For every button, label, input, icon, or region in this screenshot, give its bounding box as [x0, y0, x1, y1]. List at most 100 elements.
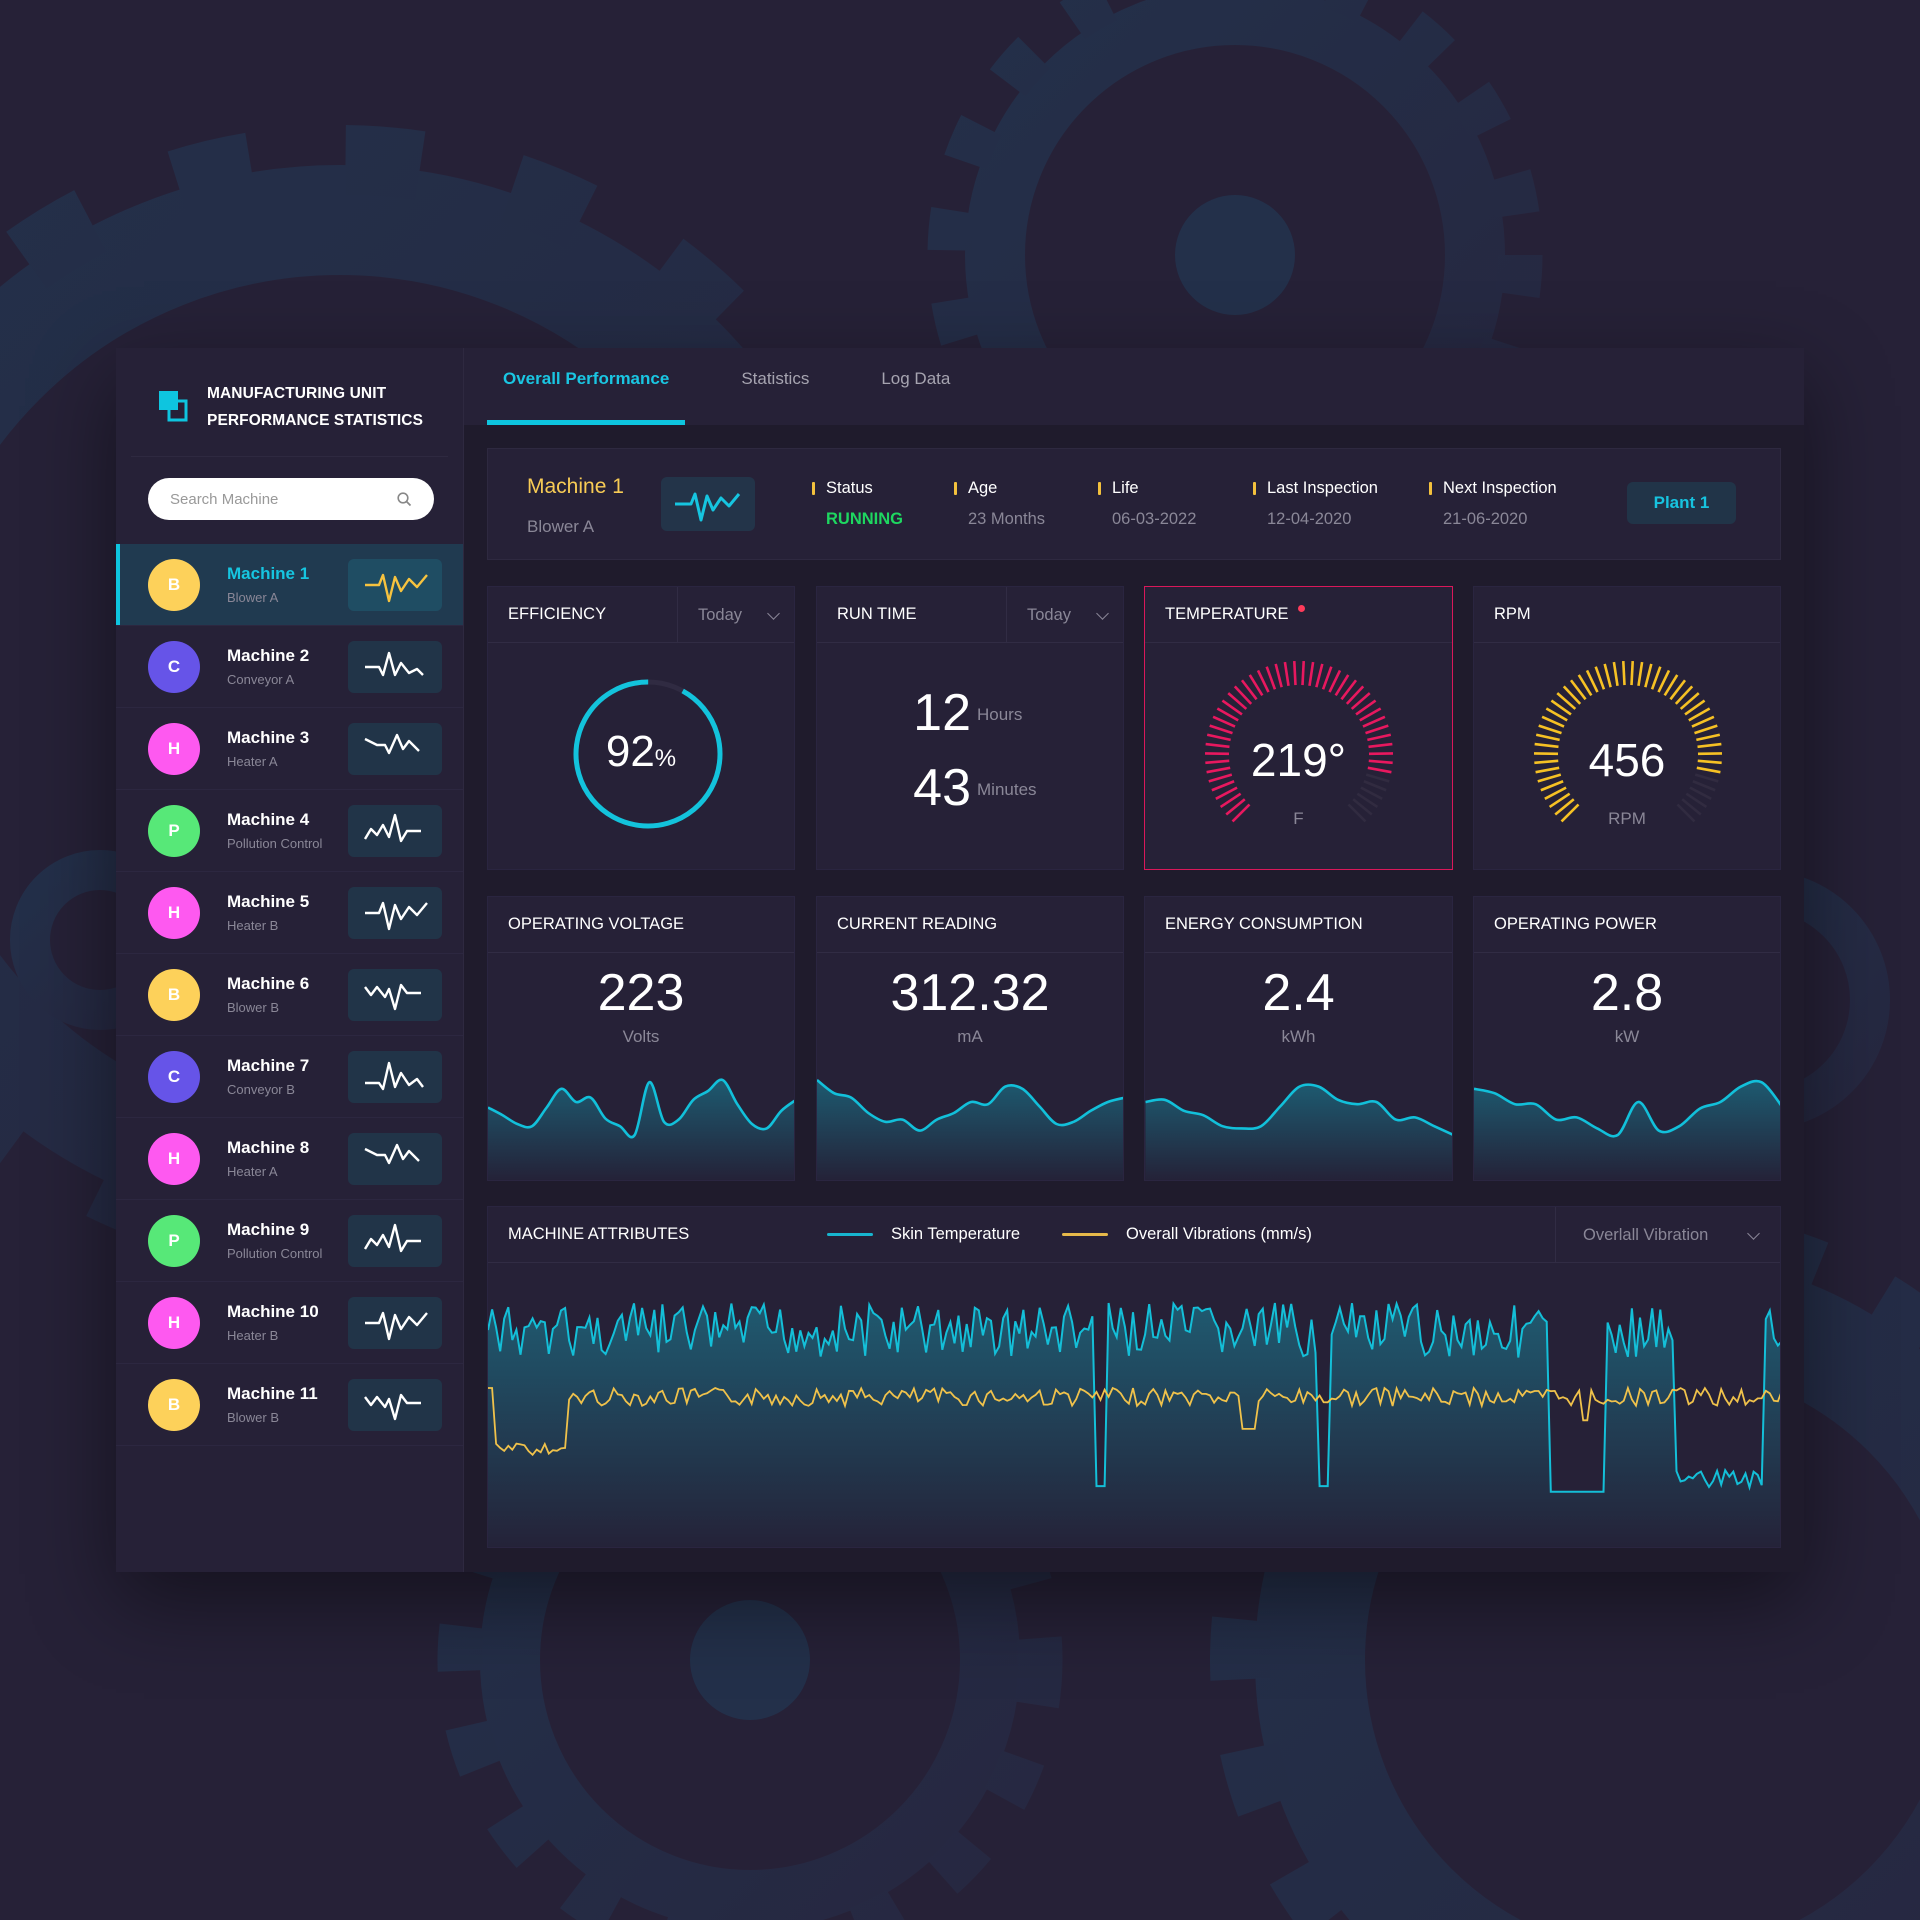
pulse-icon: [365, 651, 424, 676]
machine-list-item[interactable]: B Machine 11 Blower B: [116, 1364, 463, 1446]
app-title-line1: MANUFACTURING UNIT: [207, 385, 387, 402]
machine-name: Machine 3: [227, 728, 310, 747]
efficiency-value: 92%: [605, 727, 677, 776]
temperature-unit: F: [1293, 809, 1304, 828]
machine-pulse-badge: [348, 968, 442, 1021]
life-label: Life: [1098, 479, 1196, 498]
age-label: Age: [954, 479, 1045, 498]
machine-name: Machine 5: [227, 892, 310, 911]
search-icon[interactable]: [397, 491, 412, 507]
temperature-card: TEMPERATURE 219° F: [1144, 586, 1453, 870]
machine-type: Heater B: [227, 918, 279, 933]
attribute-selector-dropdown[interactable]: Overlall Vibration: [1555, 1207, 1780, 1263]
machine-attributes-card: MACHINE ATTRIBUTES Skin Temperature Over…: [487, 1206, 1781, 1548]
machine-type: Heater A: [227, 754, 278, 769]
machine-type: Conveyor A: [227, 672, 295, 687]
efficiency-period-dropdown[interactable]: Today: [677, 587, 794, 643]
machine-type: Pollution Control: [227, 836, 323, 851]
plant-button[interactable]: Plant 1: [1627, 482, 1736, 524]
last-inspection-label: Last Inspection: [1253, 479, 1378, 498]
machine-text: Machine 9 Pollution Control: [227, 1220, 322, 1261]
pulse-icon: [364, 733, 420, 754]
efficiency-ring: [573, 679, 723, 829]
pulse-icon: [363, 813, 421, 842]
current-card: CURRENT READING 312.32 mA: [816, 896, 1124, 1181]
pulse-icon: [364, 983, 421, 1010]
status-field: Status RUNNING: [812, 479, 903, 529]
machine-list-item[interactable]: H Machine 8 Heater A: [116, 1118, 463, 1200]
tab-overall-performance[interactable]: Overall Performance: [487, 348, 686, 425]
search-input[interactable]: [170, 490, 397, 508]
machine-pulse-badge: [348, 1050, 442, 1103]
logo-icon: [159, 391, 188, 422]
avatar: C: [148, 640, 200, 693]
chevron-down-icon: [767, 606, 780, 620]
current-unit: mA: [957, 1027, 983, 1046]
avatar: B: [148, 968, 200, 1021]
search-box[interactable]: [148, 478, 434, 520]
power-sparkline: [1474, 1079, 1780, 1180]
avatar: B: [148, 558, 200, 611]
efficiency-title: EFFICIENCY: [508, 605, 607, 623]
machine-pulse-badge: [348, 1296, 442, 1349]
rpm-unit: RPM: [1608, 809, 1646, 828]
tab-log-data[interactable]: Log Data: [881, 369, 951, 388]
machine-text: Machine 10 Heater B: [227, 1302, 319, 1343]
machine-text: Machine 2 Conveyor A: [227, 646, 309, 687]
machine-name: Machine 7: [227, 1056, 310, 1075]
machine-name: Machine 11: [227, 1384, 318, 1403]
machine-name: Machine 6: [227, 974, 310, 993]
avatar: C: [148, 1050, 200, 1103]
machine-list-item[interactable]: C Machine 2 Conveyor A: [116, 626, 463, 708]
machine-list-item[interactable]: H Machine 10 Heater B: [116, 1282, 463, 1364]
machine-text: Machine 7 Conveyor B: [227, 1056, 309, 1097]
energy-card: ENERGY CONSUMPTION 2.4 kWh: [1144, 896, 1453, 1181]
machine-pulse-badge: [348, 1132, 442, 1185]
minutes-label: Minutes: [977, 780, 1037, 799]
next-inspection-label: Next Inspection: [1429, 479, 1557, 498]
power-value: 2.8: [1590, 964, 1664, 1022]
pulse-icon: [365, 573, 428, 602]
machine-info-bar: Machine 1 Blower A Status RUNNING Age 23…: [487, 448, 1781, 560]
brand: MANUFACTURING UNIT PERFORMANCE STATISTIC…: [159, 380, 423, 434]
app-title: MANUFACTURING UNIT PERFORMANCE STATISTIC…: [207, 380, 423, 434]
machine-type: Conveyor B: [227, 1082, 295, 1097]
machine-type: Blower B: [227, 1410, 280, 1425]
status-label: Status: [812, 479, 903, 498]
machine-name: Machine 8: [227, 1138, 310, 1157]
runtime-period-dropdown[interactable]: Today: [1006, 587, 1123, 643]
machine-pulse-badge: [348, 722, 442, 775]
voltage-title: OPERATING VOLTAGE: [508, 915, 685, 933]
divider: [131, 456, 448, 457]
machine-list-item[interactable]: P Machine 4 Pollution Control: [116, 790, 463, 872]
machine-name: Machine 9: [227, 1220, 310, 1239]
machine-list-item[interactable]: C Machine 7 Conveyor B: [116, 1036, 463, 1118]
pulse-icon: [365, 901, 428, 930]
rpm-gauge: [1533, 661, 1723, 823]
tab-statistics[interactable]: Statistics: [741, 369, 810, 388]
machine-pulse-badge: [348, 558, 442, 611]
machine-list-item[interactable]: B Machine 1 Blower A: [116, 544, 463, 626]
power-card: OPERATING POWER 2.8 kW: [1473, 896, 1781, 1181]
machine-list-item[interactable]: B Machine 6 Blower B: [116, 954, 463, 1036]
legend-skin-temperature: Skin Temperature: [827, 1225, 1020, 1244]
machine-name: Machine 2: [227, 646, 310, 665]
voltage-card: OPERATING VOLTAGE 223 Volts: [487, 896, 795, 1181]
next-inspection-field: Next Inspection 21-06-2020: [1429, 479, 1557, 529]
machine-name: Machine 1: [227, 564, 310, 583]
last-inspection-value: 12-04-2020: [1267, 510, 1352, 528]
avatar: P: [148, 804, 200, 857]
selected-machine-type: Blower A: [527, 517, 595, 536]
machine-list-item[interactable]: H Machine 5 Heater B: [116, 872, 463, 954]
energy-value: 2.4: [1262, 964, 1335, 1022]
pulse-icon: [364, 1143, 420, 1164]
machine-list-item[interactable]: P Machine 9 Pollution Control: [116, 1200, 463, 1282]
machine-pulse-badge: [348, 1378, 442, 1431]
temperature-title: TEMPERATURE: [1165, 605, 1289, 623]
power-unit: kW: [1614, 1027, 1640, 1046]
selected-machine-name: Machine 1: [527, 475, 624, 498]
runtime-minutes: 43: [913, 759, 971, 817]
machine-list-item[interactable]: H Machine 3 Heater A: [116, 708, 463, 790]
rpm-value: 456: [1588, 734, 1666, 786]
machine-text: Machine 1 Blower A: [227, 564, 309, 605]
